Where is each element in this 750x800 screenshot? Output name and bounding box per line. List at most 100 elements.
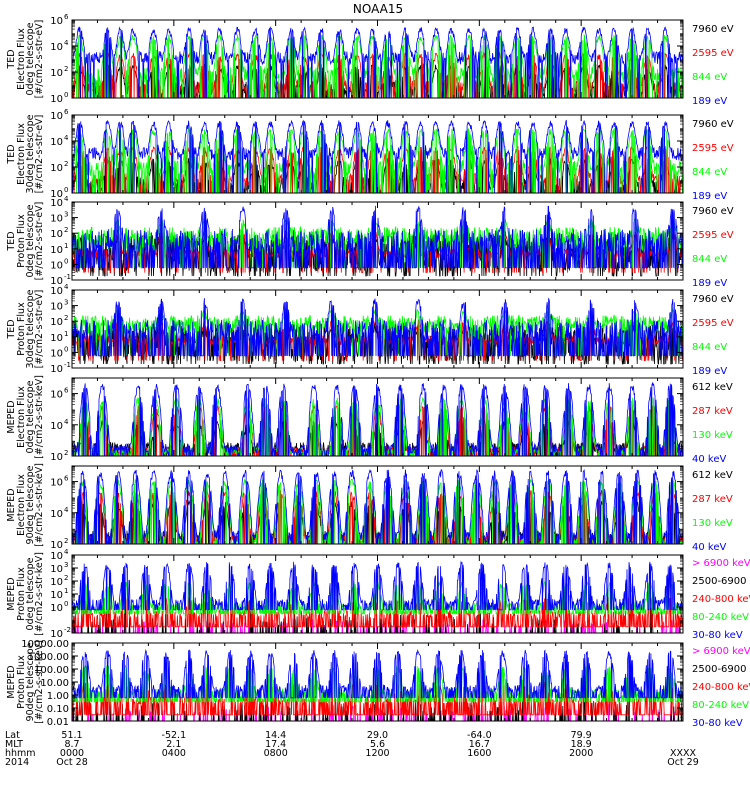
y-tick-label: 10 [50,452,63,463]
y-tick-exponent: 2 [64,226,68,234]
y-tick-label: 10 [50,590,63,601]
x-tick-date: Oct 28 [56,757,88,768]
x-tick-hhmm: XXXX [670,748,697,759]
y-tick-label: 10 [50,111,63,122]
y-tick-exponent: -2 [64,626,71,634]
y-axis-label-line: Proton Flux [16,567,27,621]
y-axis-label-line: [#/cm2-s-str-keV] [34,463,45,547]
y-axis-label-line: 0deg telescope [25,380,36,453]
x-tick-mlt: 16.7 [469,739,490,750]
legend-entry: 844 eV [692,167,727,178]
series-3-line [72,26,683,98]
x-tick-lat: -64.0 [467,730,492,741]
legend-entry: 189 eV [692,96,727,107]
x-tick-lat: 51.1 [61,730,82,741]
legend-entry: 2595 eV [692,318,734,329]
legend-entry: 40 keV [692,542,726,553]
panel-series [72,381,683,456]
y-tick-label: 10 [50,540,63,551]
y-axis-label-line: Electron Flux [16,386,27,448]
x-tick-lat: -52.1 [162,730,187,741]
y-axis-label: TEDProton Flux30deg telescope[#/cm2-s-st… [6,289,45,368]
y-tick-label: 1000.00 [28,652,69,663]
y-axis-label: TEDElectron Flux0deg telescope[#/cm2-s-s… [6,20,45,99]
x-tick-mlt: 17.4 [265,739,286,750]
y-axis-label: MEPEDElectron Flux90deg telescope[#/cm2-… [6,463,45,547]
y-tick-label: 10 [50,260,63,271]
panel-series [72,649,683,721]
legend-entry: 844 eV [692,342,727,353]
x-tick-lat: 79.9 [571,730,592,741]
series-3-line [72,297,683,357]
y-tick-label: 10 [50,137,63,148]
legend-entry: 7960 eV [692,206,734,217]
series-1-line [72,606,681,633]
y-tick-label: 10 [50,286,63,297]
series-3-line [72,381,683,456]
y-tick-label: 10 [50,68,63,79]
y-axis-label-line: TED [6,49,17,69]
legend-entry: 80-240 keV [692,700,749,711]
y-axis-label-line: 0deg telescope [25,557,36,630]
legend-entry: > 6900 keV [692,646,750,657]
y-axis-label-line: 30deg telescope [25,114,36,193]
y-tick-exponent: 0 [64,186,68,194]
panel-series [72,297,683,365]
y-tick-exponent: 2 [64,160,68,168]
legend-entry: 7960 eV [692,294,734,305]
panel-8: 0.010.101.0010.00100.001000.0010000.00ME… [6,639,750,729]
x-tick-hhmm: 0800 [264,748,288,759]
x-tick-mlt: 2.1 [166,739,181,750]
y-tick-exponent: 0 [64,257,68,265]
y-tick-label: 10 [50,214,63,225]
y-tick-label: 10.00 [40,678,69,689]
legend-entry: 844 eV [692,72,727,83]
x-tick-date: Oct 29 [667,757,699,768]
y-tick-label: 10 [50,551,63,562]
legend-entry: 40 keV [692,454,726,465]
y-axis-label-line: Electron Flux [16,474,27,536]
y-tick-label: 1.00 [47,691,69,702]
y-tick-label: 10 [50,421,63,432]
y-axis-label: MEPEDProton Flux0deg telescope[#/cm2-s-s… [6,552,45,636]
y-axis-label-line: MEPED [6,577,17,610]
legend-entry: 2500-6900 [692,664,747,675]
series-3-line [72,469,683,544]
legend-entry: 2500-6900 [692,576,747,587]
y-tick-label: 10 [50,198,63,209]
y-tick-label: 10 [50,16,63,27]
y-tick-label: 10 [50,42,63,53]
y-tick-label: 10 [50,564,63,575]
series-4-line [72,649,683,699]
series-4-line [72,560,683,611]
x-tick-hhmm: 1600 [467,748,491,759]
x-tick-lat: 14.4 [265,730,286,741]
y-axis-label-line: Proton Flux [16,214,27,268]
legend-entry: 2595 eV [692,48,734,59]
y-axis-label-line: 0deg telescope [25,22,36,95]
y-tick-exponent: 2 [64,449,68,457]
x-tick-hhmm: 1200 [365,748,389,759]
y-tick-exponent: 6 [64,108,69,116]
legend-entry: 189 eV [692,278,727,289]
x-row-label: hhmm [5,748,36,759]
y-tick-exponent: 6 [64,13,69,21]
legend-entry: 612 keV [692,382,733,393]
y-tick-exponent: 4 [64,418,69,426]
y-tick-exponent: 1 [64,587,68,595]
y-tick-label: 10 [50,189,63,200]
y-axis-label-line: 90deg telescope [25,465,36,544]
legend-entry: 2595 eV [692,143,734,154]
y-tick-label: 10 [50,478,63,489]
y-tick-exponent: 4 [64,548,69,556]
legend-entry: 80-240 keV [692,612,749,623]
x-tick-hhmm: 0000 [60,748,84,759]
y-tick-exponent: 6 [64,387,69,395]
legend-entry: 189 eV [692,366,727,377]
y-tick-label: 10 [50,245,63,256]
y-axis-label-line: MEPED [6,488,17,521]
x-tick-lat: 29.0 [367,730,388,741]
